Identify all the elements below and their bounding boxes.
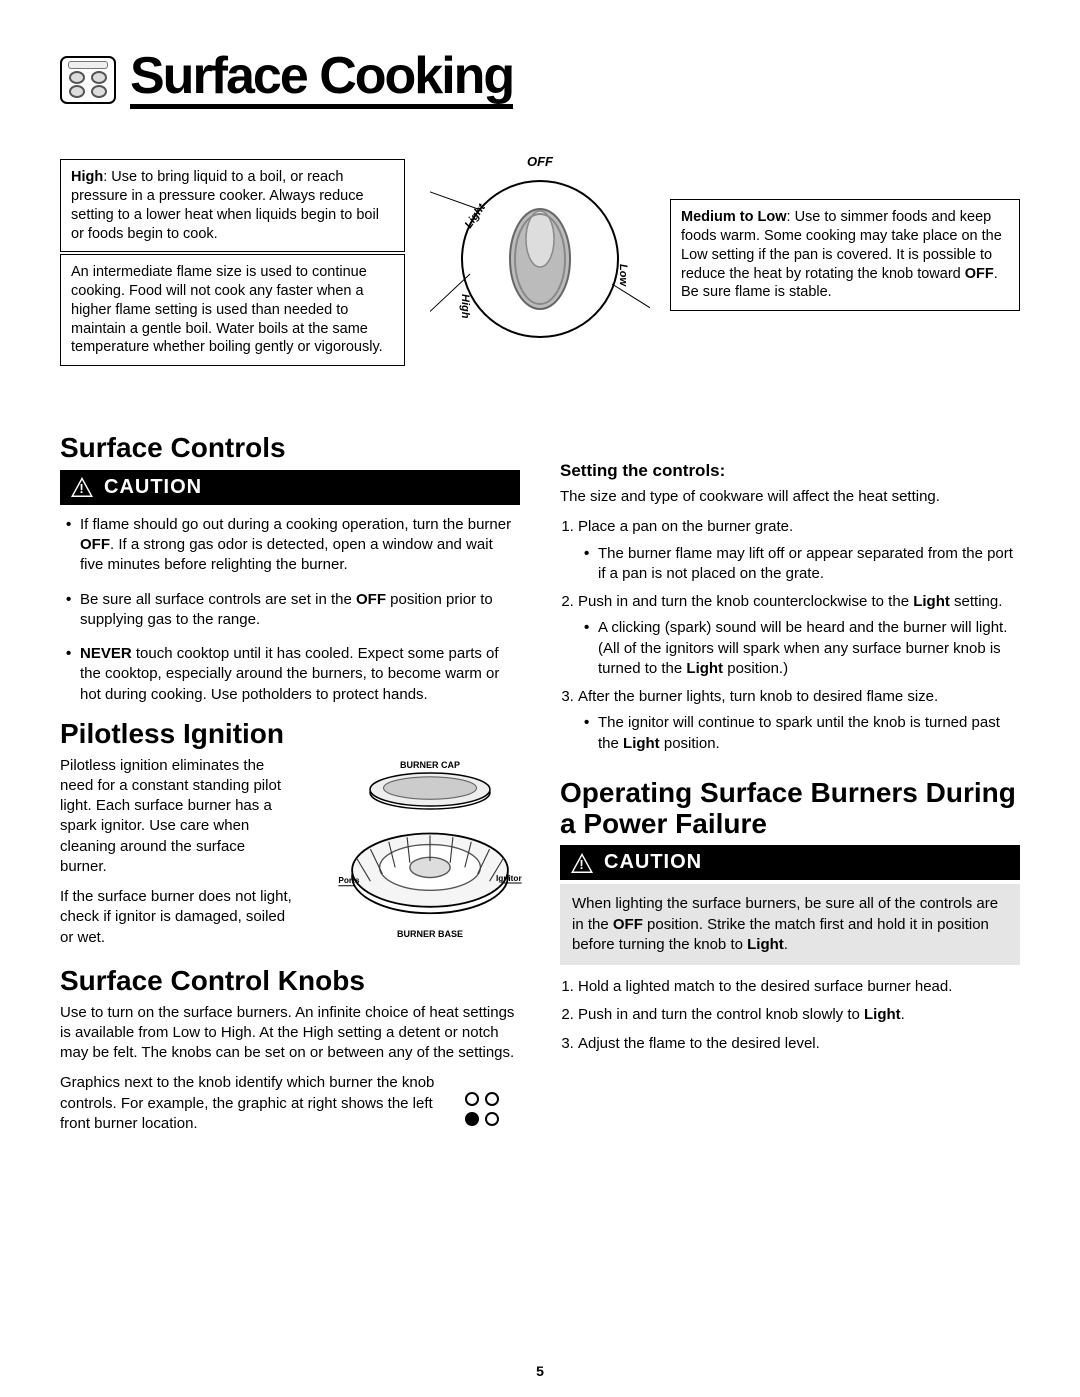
burner-figure: BURNER CAP: [330, 760, 530, 939]
svg-text:High: High: [459, 294, 471, 319]
setting-intro: The size and type of cookware will affec…: [560, 487, 1020, 507]
svg-text:OFF: OFF: [527, 154, 554, 169]
power-failure-warning-box: When lighting the surface burners, be su…: [560, 884, 1020, 965]
power-failure-steps: Hold a lighted match to the desired surf…: [560, 977, 1020, 1054]
svg-text:Ports: Ports: [338, 876, 360, 885]
burner-position-icon: [460, 1089, 504, 1134]
caution-bar-2: ! CAUTION: [560, 845, 1020, 880]
left-column: Surface Controls ! CAUTION If flame shou…: [60, 419, 520, 1144]
cooktop-icon: [60, 56, 116, 104]
pilotless-p1: Pilotless ignition eliminates the need f…: [60, 756, 295, 878]
caution-bar-1: ! CAUTION: [60, 470, 520, 505]
pilotless-heading: Pilotless Ignition: [60, 719, 520, 750]
warning-icon: !: [570, 852, 594, 874]
svg-text:!: !: [79, 481, 84, 496]
svg-text:Ignitor: Ignitor: [496, 874, 522, 883]
page-number: 5: [0, 1363, 1080, 1379]
power-failure-heading: Operating Surface Burners During a Power…: [560, 778, 1020, 840]
knob-diagram-svg: OFF Light High Low: [430, 154, 650, 389]
knobs-p2: Graphics next to the knob identify which…: [60, 1073, 520, 1134]
svg-text:Low: Low: [617, 264, 629, 287]
svg-text:!: !: [579, 857, 584, 872]
low-description-box: Medium to Low: Use to simmer foods and k…: [670, 199, 1020, 311]
page-title-row: Surface Cooking: [60, 50, 1020, 109]
knobs-heading: Surface Control Knobs: [60, 966, 520, 997]
caution-bullets: If flame should go out during a cooking …: [60, 505, 520, 705]
high-description-box: High: Use to bring liquid to a boil, or …: [60, 159, 405, 252]
setting-controls-heading: Setting the controls:: [560, 461, 1020, 481]
page-title: Surface Cooking: [130, 50, 513, 109]
knob-info-diagram: High: Use to bring liquid to a boil, or …: [60, 159, 1020, 409]
intermediate-description-box: An intermediate flame size is used to co…: [60, 254, 405, 366]
warning-icon: !: [70, 476, 94, 498]
surface-controls-heading: Surface Controls: [60, 433, 520, 464]
right-column: Setting the controls: The size and type …: [560, 419, 1020, 1144]
pilotless-p2: If the surface burner does not light, ch…: [60, 887, 295, 948]
setting-steps: Place a pan on the burner grate. The bur…: [560, 517, 1020, 754]
knobs-p1: Use to turn on the surface burners. An i…: [60, 1003, 520, 1064]
